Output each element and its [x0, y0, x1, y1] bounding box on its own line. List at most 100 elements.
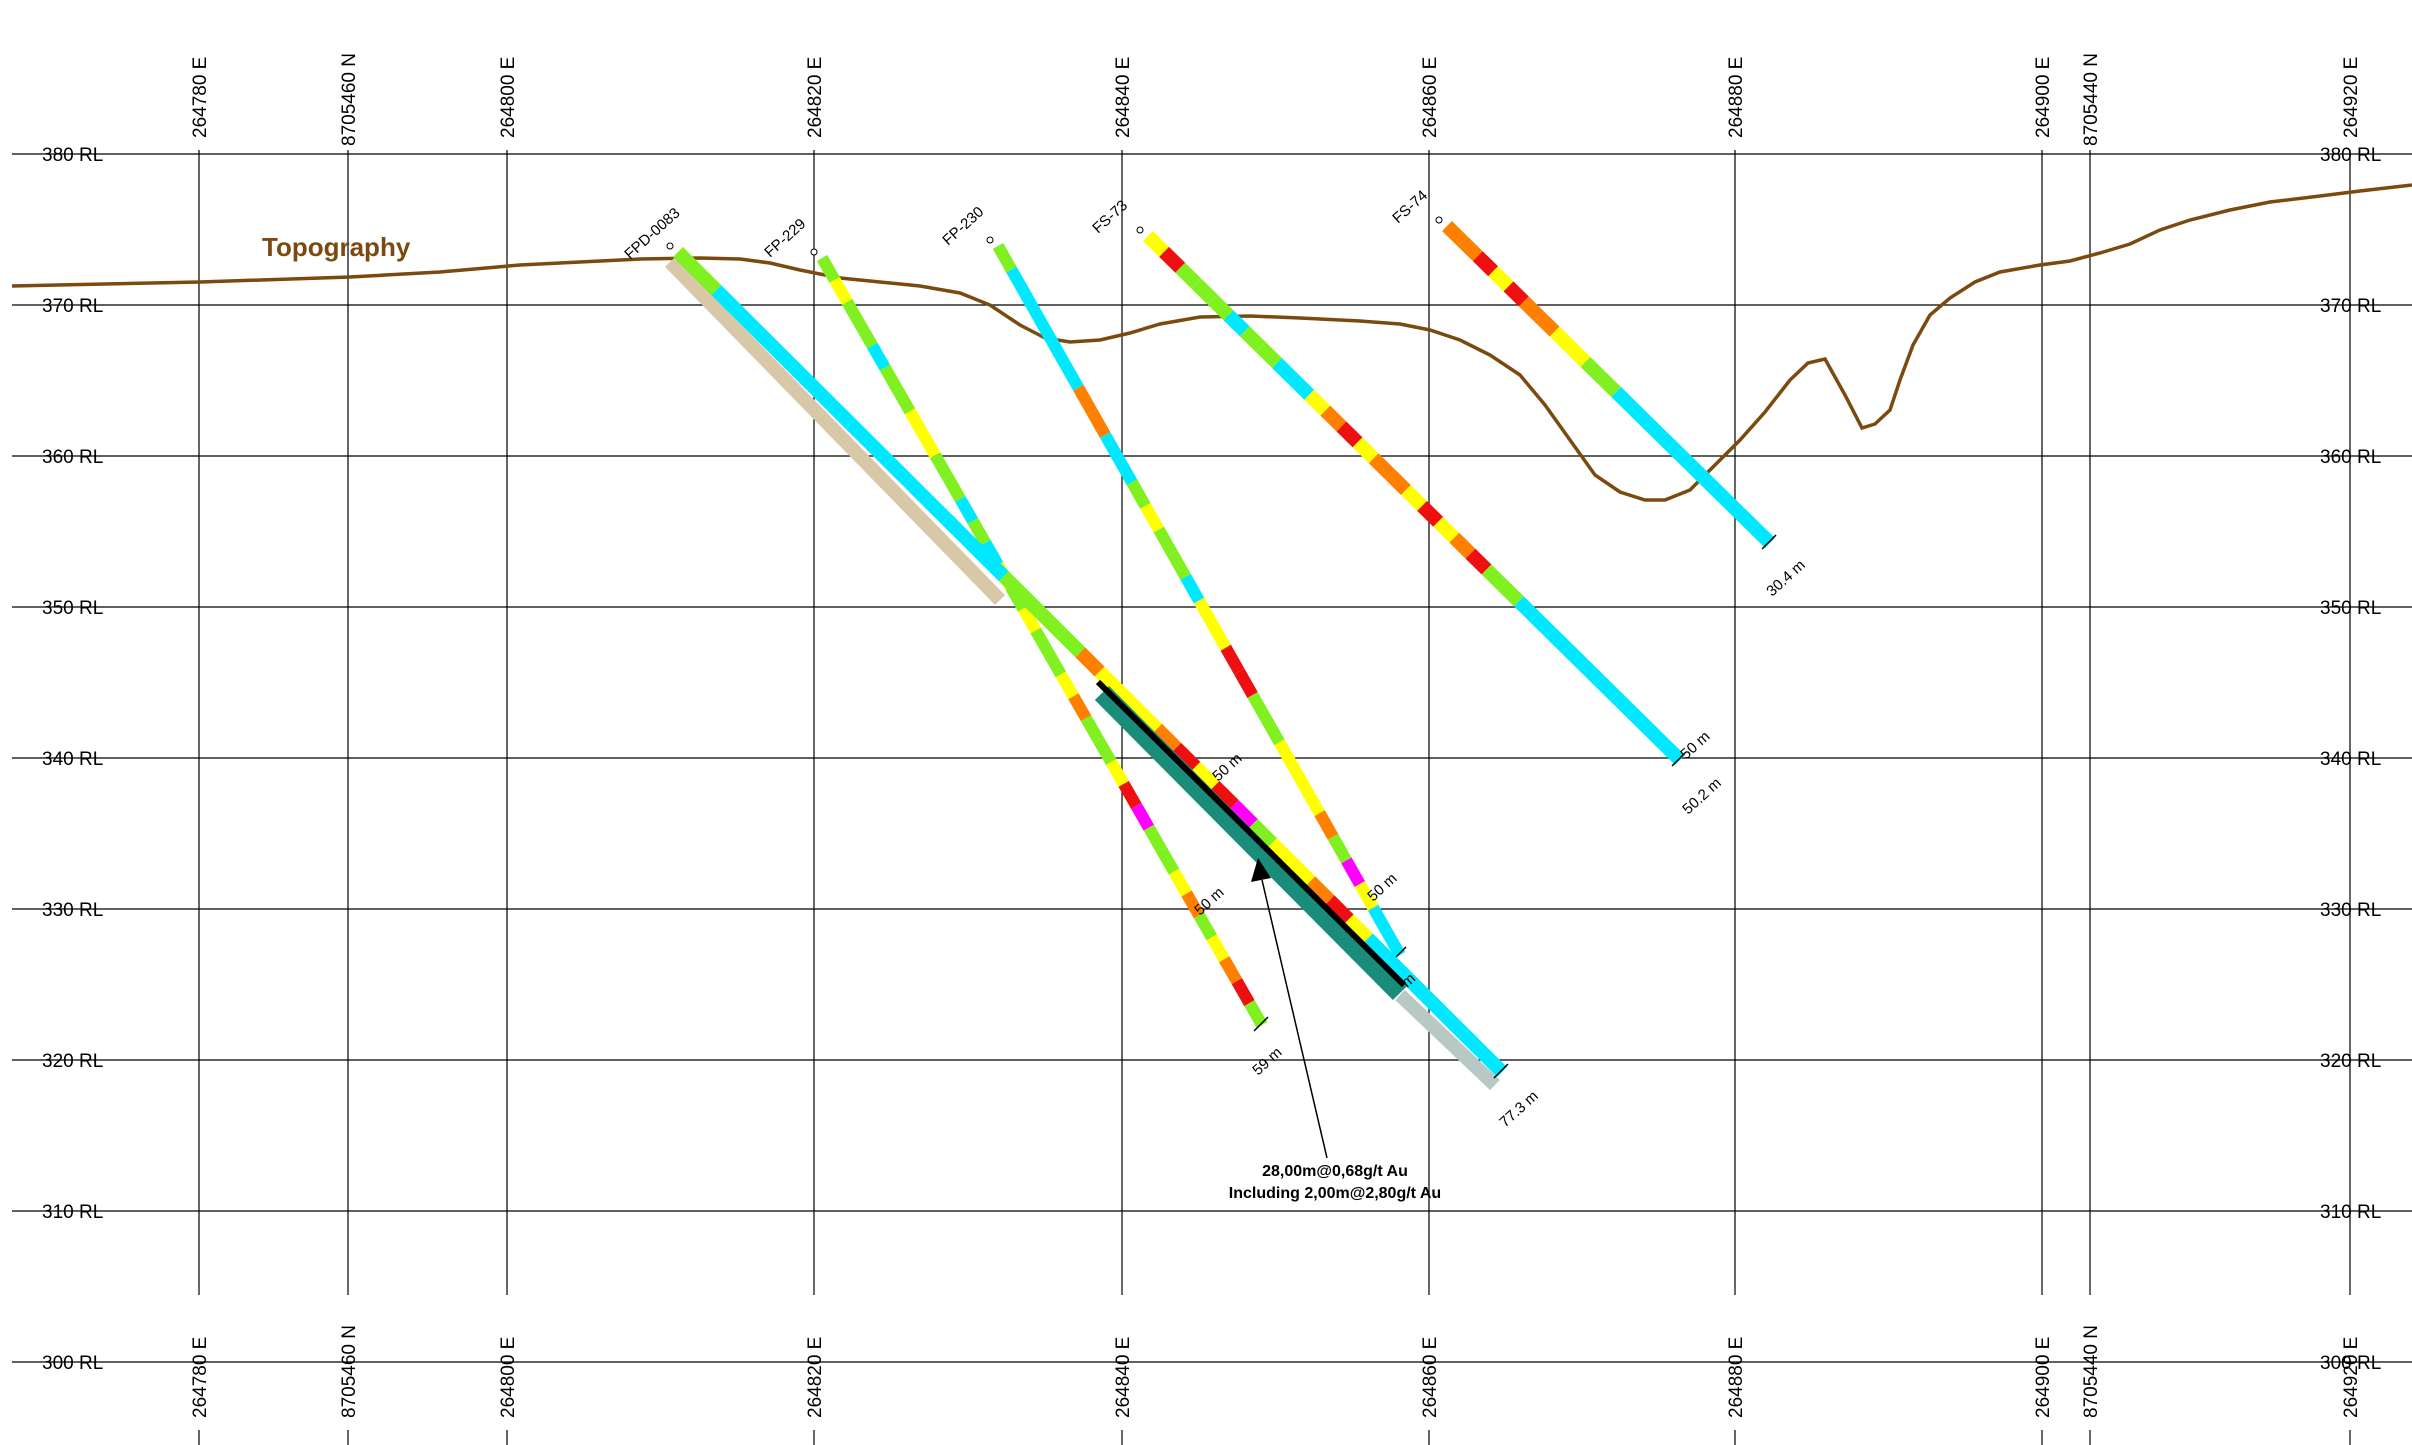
annotation-leader [1261, 879, 1328, 1159]
fp229-segment [1043, 649, 1067, 678]
fp229-segment [929, 452, 953, 481]
fp229-segment [1017, 605, 1041, 634]
rl-right-360: 360 RL [2320, 447, 2381, 468]
top-label-264880e: 264880 E [1726, 57, 1747, 138]
top-coordinate-labels: 264780 E 8705460 N 264800 E 264820 E 264… [190, 53, 2362, 146]
fp230-segment [1287, 762, 1312, 793]
topography-label: Topography [262, 232, 411, 262]
fs73-segment [1272, 358, 1299, 384]
fs74-segment [1580, 356, 1606, 382]
fp230-segment [1314, 810, 1339, 840]
fs73-segment [1320, 405, 1347, 432]
fp229-segment [841, 298, 865, 327]
fpd0083-segment [1056, 628, 1086, 658]
rl-right-380: 380 RL [2320, 145, 2381, 166]
fs73-segment [1401, 485, 1427, 511]
rl-labels-left: 380 RL 370 RL 360 RL 350 RL 340 RL 330 R… [42, 145, 103, 1374]
rl-labels-right: 380 RL 370 RL 360 RL 350 RL 340 RL 330 R… [2320, 145, 2381, 1374]
fp229-segment [904, 408, 928, 437]
fp229-segment [1156, 846, 1180, 875]
fs73-segment [1239, 326, 1266, 353]
fpd0083-segment [1343, 914, 1373, 944]
fpd0083-segment [1094, 666, 1124, 696]
fpd0083-segment [1305, 876, 1335, 906]
fs74-segment [1549, 326, 1575, 352]
fs73-segment [1368, 453, 1395, 480]
rl-left-380: 380 RL [42, 145, 103, 166]
fp229-segment [1118, 780, 1142, 809]
fs74-segment [1488, 266, 1514, 292]
fs73-segment [1610, 691, 1637, 718]
fs73-segment [1546, 627, 1573, 654]
fp230-segment [1140, 503, 1165, 533]
rl-left-330: 330 RL [42, 900, 103, 921]
fs73-segment [1191, 278, 1218, 305]
fpd0083-segment [673, 247, 703, 277]
fpd0083-segment [960, 533, 990, 563]
fpd0083-segment [883, 456, 913, 486]
fp229-segment [892, 386, 916, 415]
fp230-segment [1233, 668, 1258, 698]
fp230-segment [1086, 408, 1111, 439]
fp230-segment [1113, 455, 1138, 486]
fp230-segment [1126, 479, 1151, 509]
top-label-8705460n: 8705460 N [339, 53, 360, 146]
fs73-segment [1207, 294, 1234, 321]
fpd0083-segment [1152, 723, 1182, 753]
fpd0083-segment [1075, 647, 1105, 677]
fp230-collar-icon [986, 236, 994, 244]
fp230-segment [1220, 644, 1245, 675]
fs73-segment [1513, 596, 1540, 623]
bottom-label-8705440n: 8705440 N [2081, 1325, 2102, 1418]
fpd0083-segment [1017, 590, 1048, 620]
intercept-core [1095, 679, 1407, 988]
fp230-segment [1073, 384, 1098, 415]
fp230-segment [1300, 786, 1325, 817]
fs74-segment [1734, 507, 1760, 533]
fpd0083-collar-icon [666, 242, 674, 250]
fpd0083-segment [730, 304, 760, 334]
fpd0083-segment [941, 514, 971, 544]
arrow-head-icon [1251, 858, 1271, 882]
fs73-segment [1642, 723, 1669, 750]
fp229-segment [867, 342, 891, 371]
fp229-end-tick [1253, 1016, 1269, 1032]
fp229-segment [1193, 912, 1217, 941]
fs73-segment [1449, 532, 1476, 559]
fs74-collar-icon [1435, 216, 1443, 224]
fs74-segment [1657, 432, 1683, 458]
fp230-segment [1046, 337, 1071, 368]
fp229-segment [1055, 671, 1079, 700]
fpd0083-segment [788, 361, 818, 391]
fs74-segment [1626, 402, 1652, 428]
fpd0083-segment [998, 571, 1028, 601]
fpd0083-segment [692, 266, 722, 296]
fs73-segment [1255, 342, 1282, 369]
intercept-band [1094, 685, 1408, 1001]
fs74-segment [1611, 387, 1637, 413]
fs73-segment [1175, 262, 1202, 289]
fpd0083-segment [1286, 857, 1316, 887]
fs73-segment [1223, 310, 1250, 337]
fs73-end-tick [1671, 751, 1687, 767]
fpd0083-segment [1401, 971, 1431, 1001]
fp229-segment [1068, 693, 1092, 722]
fp230-segment [1193, 597, 1218, 628]
fpd0083-segment [1190, 761, 1220, 791]
fpd0083-segment [1209, 780, 1239, 810]
fpd0083-segment [864, 437, 894, 467]
fp230-segment [1367, 904, 1392, 935]
top-label-264800e: 264800 E [498, 57, 519, 138]
fp229-collar-icon [810, 248, 818, 256]
fpd0083-segment [1420, 990, 1450, 1020]
fpd0083-segment [1113, 685, 1143, 715]
fp229-segment [829, 276, 853, 305]
fpd0083-segment [1132, 704, 1163, 734]
fpd0083-segment [1362, 933, 1392, 963]
fs74-segment [1534, 311, 1560, 337]
fpd0083-segment [826, 399, 856, 429]
fp229-segment [1080, 715, 1104, 744]
fp230-segment [1166, 550, 1191, 580]
fp230-segment [1354, 881, 1379, 911]
